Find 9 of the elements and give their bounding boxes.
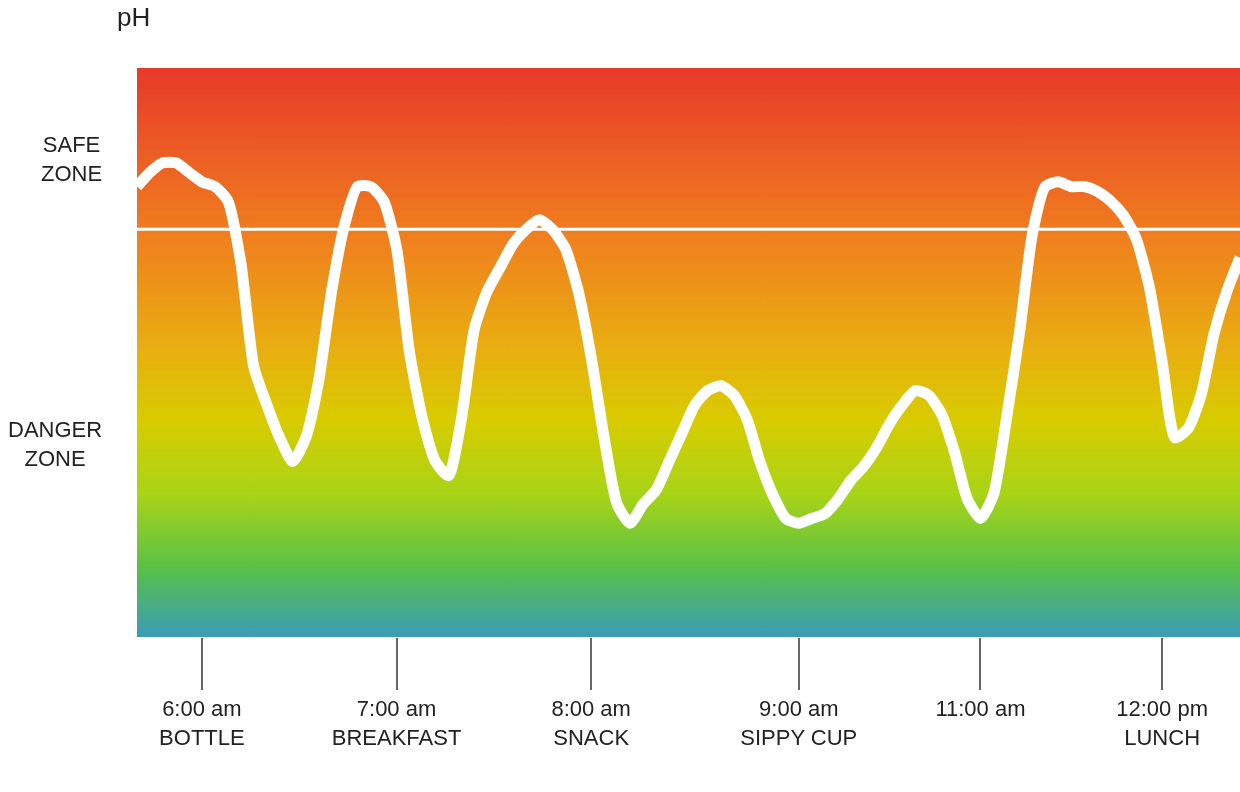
x-tick-label: 7:00 am BREAKFAST (331, 696, 462, 750)
text: pH (117, 2, 151, 32)
text: DANGER ZONE (8, 417, 103, 471)
x-tick-label: 12:00 pm LUNCH (1116, 696, 1209, 750)
x-tick-label: 9:00 am SIPPY CUP (740, 696, 858, 750)
x-tick-label: 8:00 am SNACK (551, 696, 631, 750)
x-tick-label: 6:00 am BOTTLE (159, 696, 245, 750)
x-tick-label: 11:00 am (935, 696, 1026, 722)
text: SAFE ZONE (41, 132, 103, 186)
